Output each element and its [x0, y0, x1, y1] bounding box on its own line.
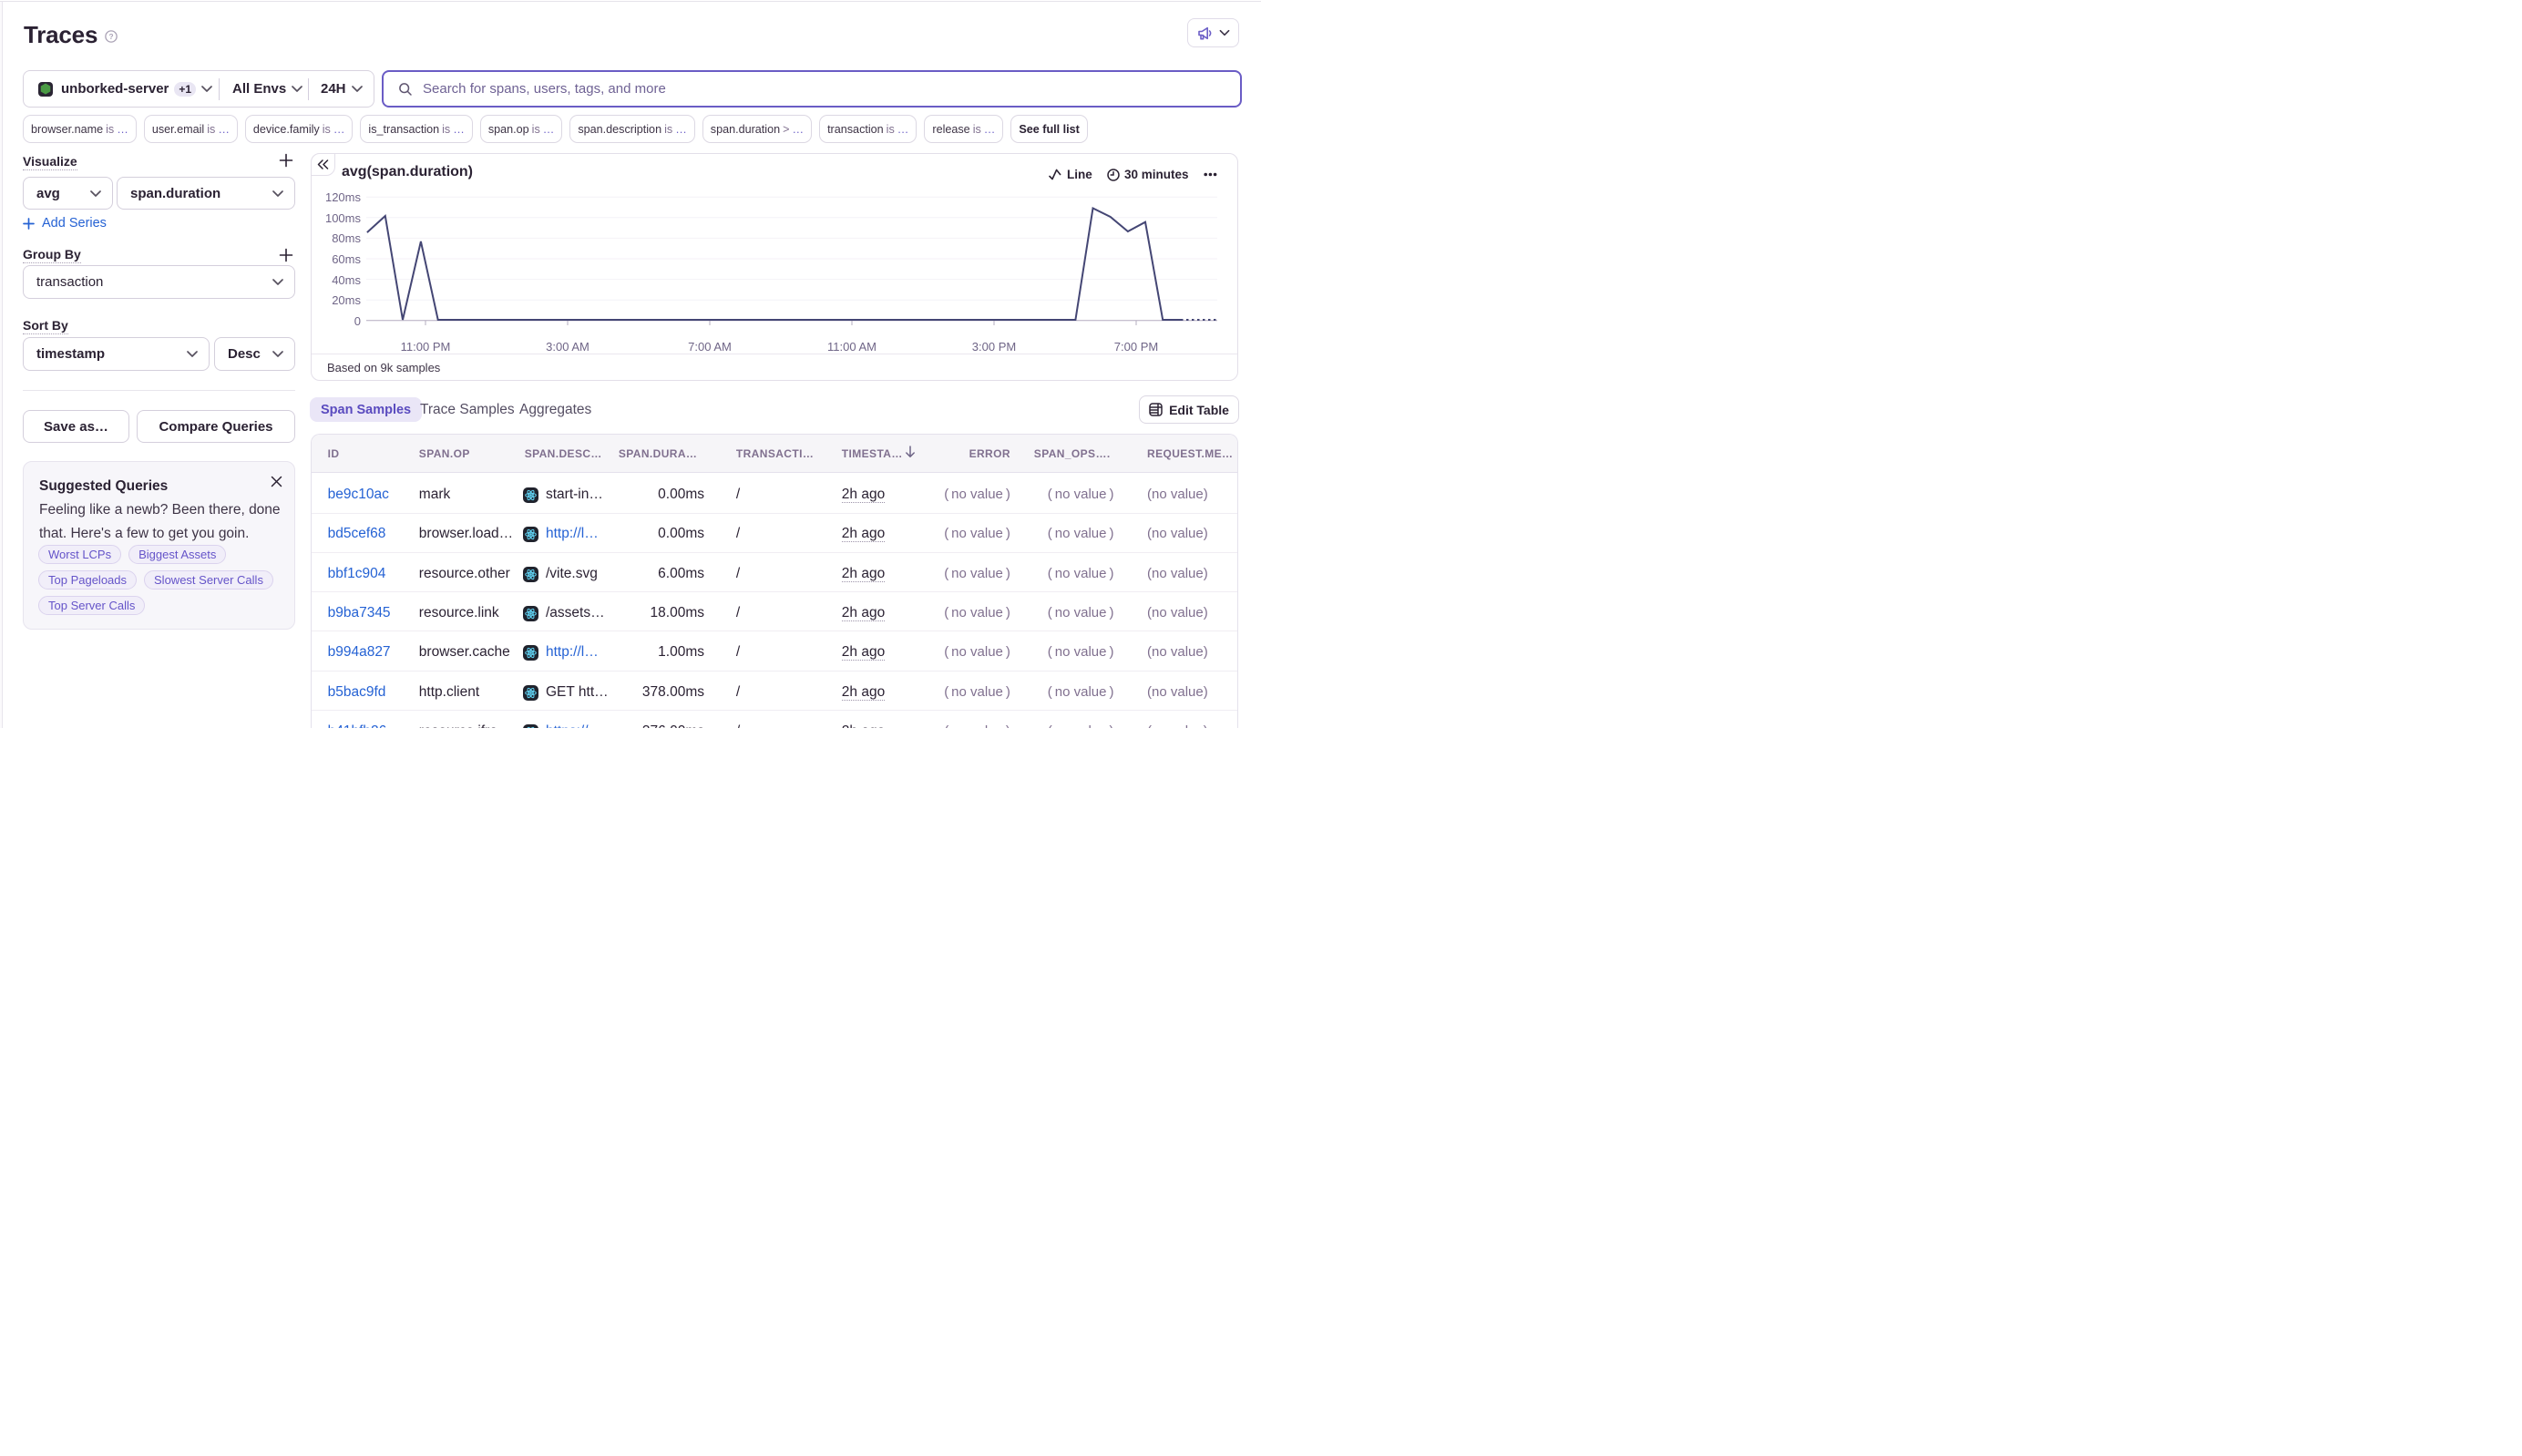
- svg-text:?: ?: [108, 31, 113, 40]
